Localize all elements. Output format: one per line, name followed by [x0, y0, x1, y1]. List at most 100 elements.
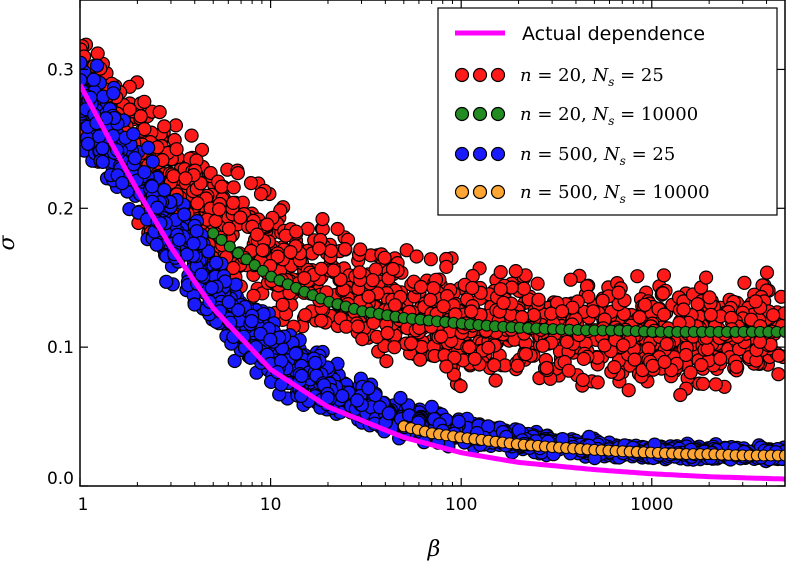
data-point	[89, 58, 105, 73]
series-n500-ns10000	[397, 420, 785, 462]
data-point	[141, 140, 156, 155]
series-n20-ns10000	[207, 227, 785, 338]
data-point	[297, 271, 312, 286]
data-point	[339, 319, 354, 334]
data-point	[729, 359, 744, 374]
data-point	[223, 240, 236, 253]
legend-label: n = 20, Ns = 25	[520, 65, 664, 89]
data-point	[250, 227, 265, 242]
data-point	[221, 221, 237, 236]
data-point	[253, 187, 269, 202]
data-point	[771, 348, 785, 363]
data-point	[126, 127, 141, 142]
data-point	[683, 365, 698, 380]
legend-label: Actual dependence	[522, 23, 705, 45]
data-point	[226, 195, 241, 210]
data-point	[172, 232, 187, 247]
legend: Actual dependence n = 20, Ns = 25 n = 20, …	[437, 7, 778, 216]
data-point	[169, 142, 184, 157]
x-axis-label: β	[427, 537, 441, 562]
data-point	[361, 289, 376, 304]
legend-marker	[454, 184, 470, 200]
data-point	[380, 325, 395, 341]
data-point	[270, 249, 285, 264]
data-point	[166, 169, 181, 184]
data-point	[80, 136, 96, 151]
data-point	[487, 358, 502, 373]
data-point	[771, 367, 785, 382]
data-point	[423, 252, 438, 267]
legend-label: n = 500, Ns = 25	[520, 144, 675, 168]
data-point	[694, 357, 709, 373]
data-point	[177, 207, 192, 222]
data-point	[404, 336, 419, 351]
data-point	[214, 179, 229, 194]
data-point	[465, 280, 480, 296]
data-point	[703, 307, 719, 322]
data-point	[90, 46, 105, 61]
data-point	[335, 388, 350, 404]
data-point	[255, 243, 270, 258]
data-point	[439, 259, 454, 274]
y-axis: 0.0 0.1 0.2 0.3	[47, 60, 785, 489]
legend-marker	[472, 106, 488, 122]
data-point	[209, 255, 224, 270]
data-point	[451, 414, 466, 429]
data-point	[423, 292, 438, 307]
data-point	[586, 304, 601, 319]
data-point	[157, 119, 172, 134]
data-point	[597, 338, 612, 353]
data-point	[695, 376, 711, 391]
data-point	[365, 273, 380, 288]
data-point	[627, 352, 642, 367]
legend-label: n = 500, Ns = 10000	[520, 182, 710, 206]
data-point	[659, 336, 674, 352]
x-tick-label: 1000	[630, 495, 673, 515]
data-point	[493, 265, 508, 280]
data-point	[204, 280, 219, 295]
y-tick-label: 0.3	[47, 60, 74, 80]
data-point	[314, 261, 329, 276]
data-point	[779, 325, 785, 338]
data-point	[774, 289, 785, 304]
data-point	[377, 250, 392, 265]
data-point	[355, 332, 370, 347]
data-point	[510, 358, 525, 373]
data-point	[353, 242, 368, 257]
data-point	[656, 268, 672, 283]
data-point	[399, 243, 414, 258]
data-point	[563, 272, 578, 287]
legend-entry: Actual dependence	[455, 23, 705, 45]
data-point	[590, 375, 605, 390]
data-point	[630, 269, 645, 284]
data-point	[263, 332, 278, 347]
data-point	[95, 154, 110, 169]
data-point	[227, 353, 242, 369]
data-point	[559, 334, 575, 349]
x-tick-label: 10	[260, 495, 282, 515]
data-point	[708, 377, 723, 392]
data-point	[379, 354, 394, 369]
data-point	[657, 354, 672, 370]
data-point	[656, 307, 672, 322]
data-point	[221, 294, 236, 310]
data-point	[413, 352, 428, 367]
legend-entry: n = 20, Ns = 10000	[454, 104, 698, 128]
data-point	[655, 286, 671, 301]
legend-marker	[454, 106, 470, 122]
actual-dependence-line	[80, 83, 785, 482]
data-point	[488, 373, 503, 388]
data-point	[208, 213, 223, 229]
data-point	[232, 247, 245, 260]
data-point	[168, 118, 183, 133]
data-point	[439, 359, 454, 374]
data-point	[289, 224, 304, 239]
data-point	[350, 319, 365, 334]
data-point	[496, 295, 511, 310]
data-point	[315, 212, 330, 227]
data-point	[157, 182, 172, 198]
data-point	[698, 270, 714, 285]
data-point	[294, 368, 309, 383]
legend-marker	[490, 67, 506, 83]
